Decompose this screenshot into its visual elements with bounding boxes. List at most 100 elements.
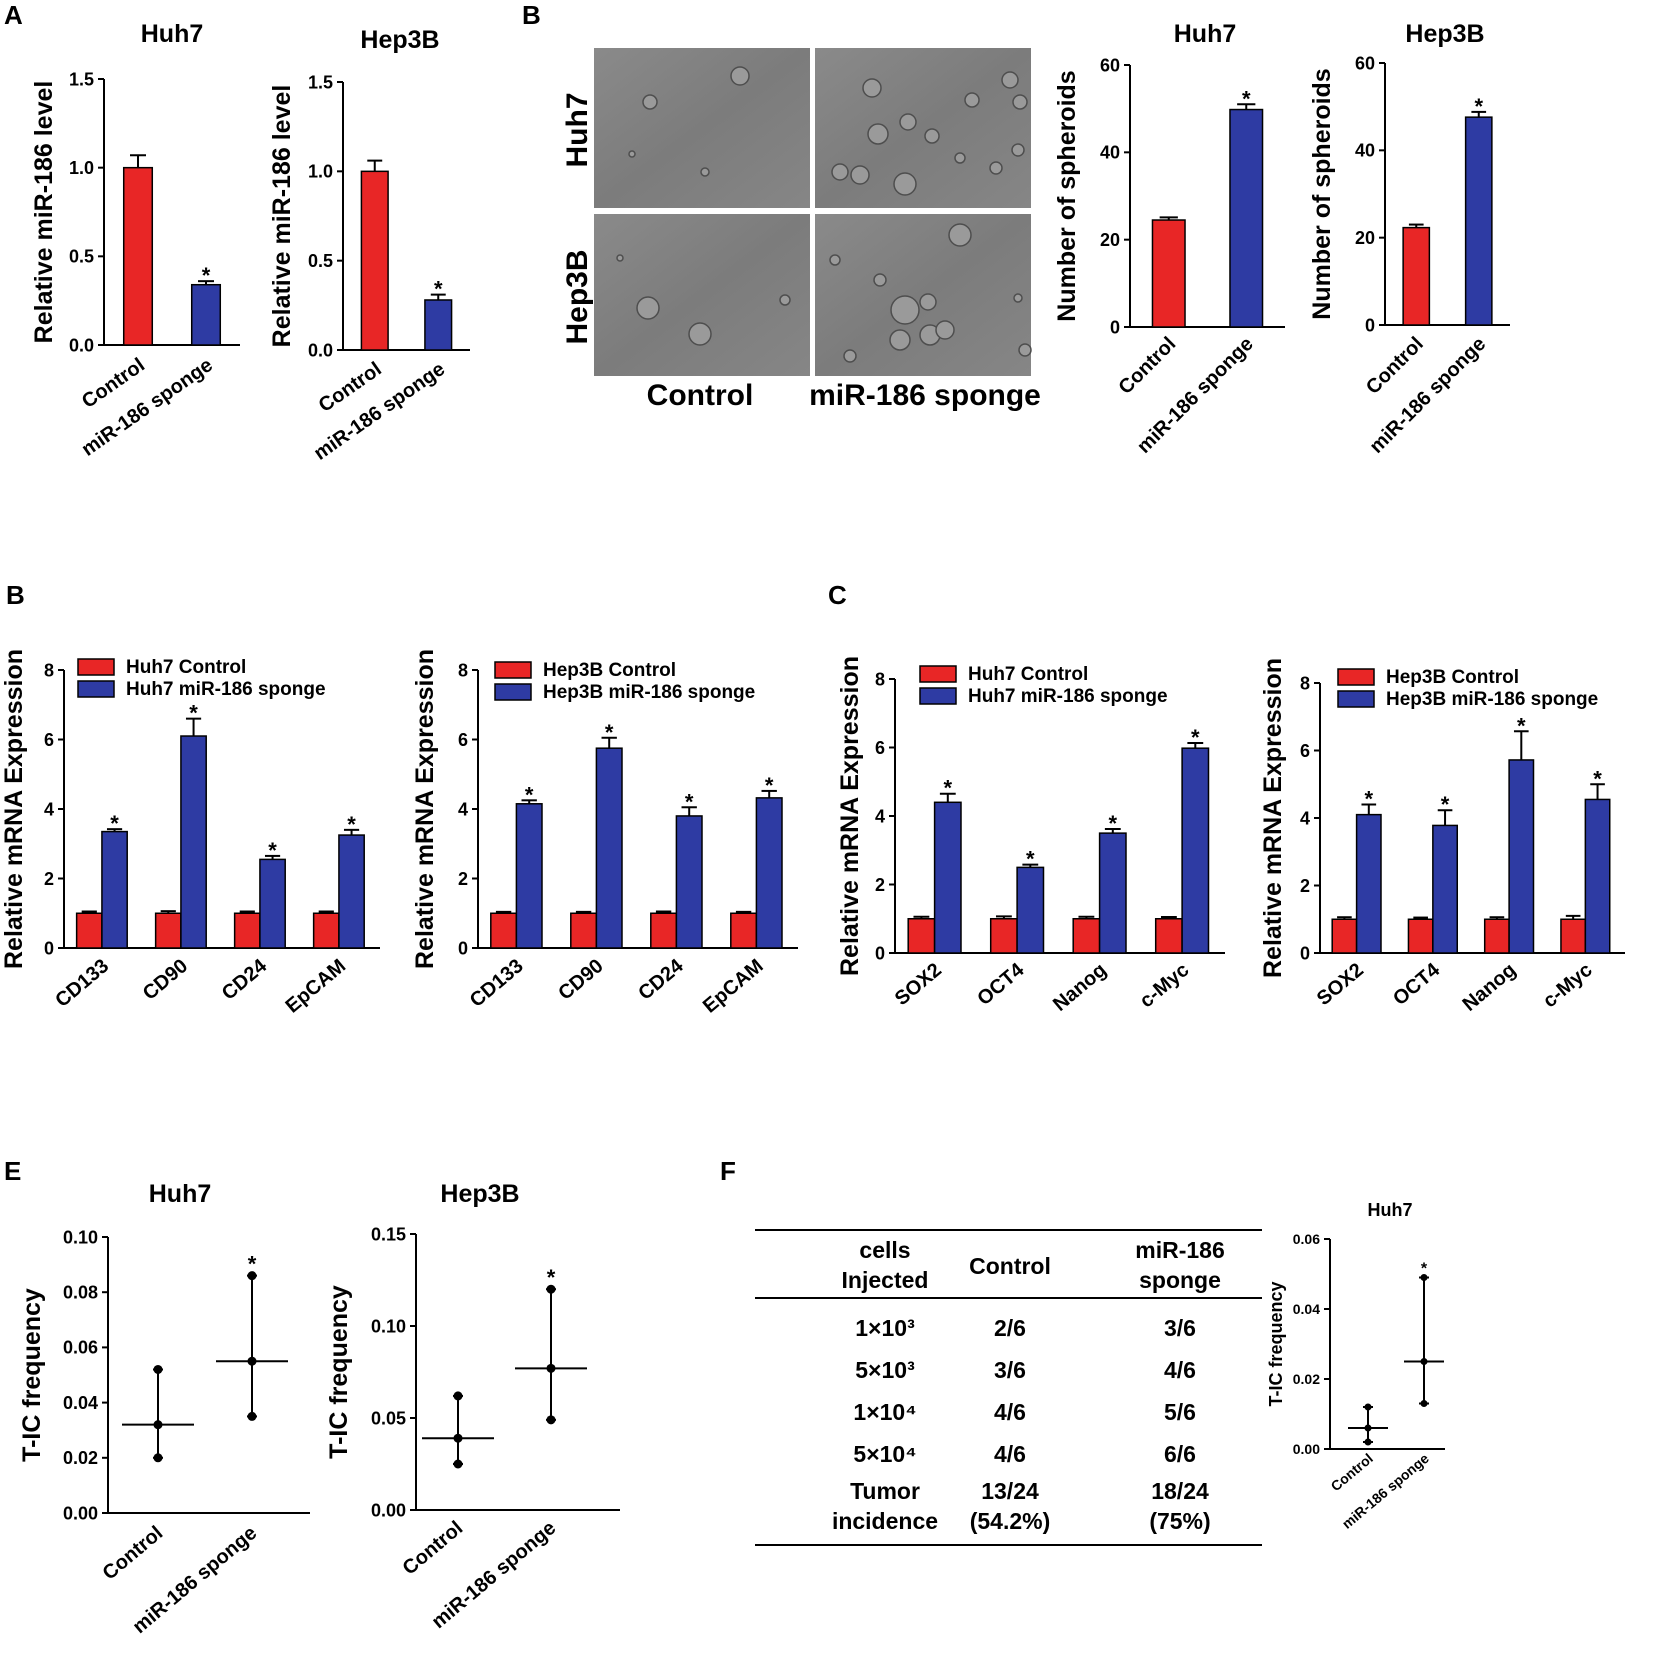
bar xyxy=(122,166,154,346)
micrograph-hep3b-control xyxy=(594,214,810,376)
legend-label: Hep3B miR-186 sponge xyxy=(543,682,755,703)
spheroid-cell xyxy=(964,92,980,108)
bar xyxy=(180,735,207,949)
legend-label: Hep3B Control xyxy=(1386,667,1519,688)
micrograph-col-label-control: Control xyxy=(647,379,754,412)
significance-star: * xyxy=(1191,725,1200,750)
bar xyxy=(75,912,103,949)
bar xyxy=(595,747,623,949)
legend-label: Hep3B miR-186 sponge xyxy=(1386,689,1598,710)
x-tick-label: EpCAM xyxy=(282,955,351,1018)
spheroid-cells xyxy=(616,66,1032,363)
y-tick-label: 0.08 xyxy=(63,1283,98,1303)
x-tick-label: Control xyxy=(1114,333,1180,399)
spheroid-cell xyxy=(948,223,972,247)
table-cell: 2/6 xyxy=(994,1315,1026,1341)
x-tick-label: EpCAM xyxy=(699,955,768,1018)
spheroid-cell xyxy=(1013,293,1023,303)
x-tick-label: OCT4 xyxy=(1389,958,1445,1010)
chart-e1: 0.00 0.02 0.04 0.06 0.08 0.10 T-IC frequency Hu… xyxy=(18,1180,310,1638)
y-tick-label: 0.00 xyxy=(63,1503,98,1523)
significance-star: * xyxy=(248,1252,257,1277)
data-point xyxy=(247,1356,257,1366)
bar xyxy=(730,912,758,949)
y-tick-label: 4 xyxy=(875,806,885,826)
table-cell: 4/6 xyxy=(1164,1357,1196,1383)
significance-star: * xyxy=(685,789,694,814)
spheroid-cell xyxy=(989,161,1003,175)
data-point xyxy=(546,1415,556,1425)
x-tick-label: CD24 xyxy=(634,954,688,1004)
spheroid-cell xyxy=(1011,143,1025,157)
data-point xyxy=(153,1364,163,1374)
significance-star: * xyxy=(110,811,119,836)
y-tick-label: 0.15 xyxy=(371,1224,406,1244)
bar xyxy=(1464,116,1493,326)
y-tick-label: 2 xyxy=(458,869,468,889)
bar xyxy=(1508,759,1535,954)
x-tick-label: miR-186 sponge xyxy=(1365,333,1490,458)
significance-star: * xyxy=(1517,713,1526,738)
y-tick-label: 0.0 xyxy=(69,335,94,355)
table-cell: 5×10⁴ xyxy=(853,1441,916,1467)
significance-star: * xyxy=(1026,847,1035,872)
x-tick-label: Control xyxy=(99,1522,168,1585)
significance-star: * xyxy=(1441,792,1450,817)
bar xyxy=(1483,918,1510,954)
y-tick-label: 0.10 xyxy=(63,1227,98,1247)
significance-star: * xyxy=(1109,811,1118,836)
data-point xyxy=(153,1453,163,1463)
tumor-incidence-table: cells Injected Control miR-186 sponge 1×10³ 2/… xyxy=(755,1229,1262,1546)
y-tick-label: 6 xyxy=(458,730,468,750)
spheroid-cell xyxy=(831,163,849,181)
significance-star: * xyxy=(1593,766,1602,791)
y-tick-label: 0 xyxy=(1110,317,1120,337)
y-tick-label: 4 xyxy=(458,799,468,819)
y-axis-label: T-IC frequency xyxy=(18,1288,46,1462)
bar xyxy=(1355,813,1382,954)
spheroid-cell xyxy=(688,322,712,346)
y-tick-label: 0.10 xyxy=(371,1316,406,1336)
y-tick-label: 0.00 xyxy=(1293,1441,1320,1457)
bar xyxy=(1181,747,1210,954)
spheroid-cell xyxy=(779,294,791,306)
y-axis-label: Relative mRNA Expression xyxy=(411,649,439,969)
x-tick-label: Control xyxy=(1328,1450,1376,1494)
data-point xyxy=(247,1271,257,1281)
bar xyxy=(312,912,340,949)
x-tick-label: SOX2 xyxy=(1313,959,1368,1010)
table-cell: 3/6 xyxy=(1164,1315,1196,1341)
bar xyxy=(1016,866,1045,954)
y-tick-label: 40 xyxy=(1100,143,1120,163)
y-tick-label: 0 xyxy=(875,943,885,963)
y-tick-label: 1.0 xyxy=(69,158,94,178)
micrograph-row-label-hep3b: Hep3B xyxy=(561,249,594,344)
bar xyxy=(1560,918,1587,954)
data-point xyxy=(1364,1403,1372,1411)
spheroid-cell xyxy=(867,123,889,145)
y-tick-label: 2 xyxy=(44,869,54,889)
bar xyxy=(1151,219,1186,328)
data-point xyxy=(1364,1424,1372,1432)
y-tick-label: 0.06 xyxy=(63,1338,98,1358)
spheroid-cell xyxy=(889,329,911,351)
x-tick-label: CD133 xyxy=(466,955,528,1012)
legend-label: Huh7 miR-186 sponge xyxy=(126,679,326,700)
significance-star: * xyxy=(944,776,953,801)
y-tick-label: 1.5 xyxy=(308,72,333,92)
significance-star: * xyxy=(1242,86,1251,111)
micrograph-huh7-control xyxy=(594,48,810,208)
bar xyxy=(570,912,598,949)
y-axis-label: T-IC frequency xyxy=(325,1285,353,1459)
spheroid-cell xyxy=(829,254,841,266)
legend-swatch xyxy=(919,665,957,683)
data-point xyxy=(453,1459,463,1469)
y-axis-label: Relative mRNA Expression xyxy=(1259,658,1287,978)
x-tick-label: OCT4 xyxy=(973,958,1029,1010)
significance-star: * xyxy=(547,1265,556,1290)
table-cell: 18/24 (75%) xyxy=(1149,1478,1210,1534)
y-axis-label: Relative miR-186 level xyxy=(30,81,58,344)
x-tick-label: Nanog xyxy=(1049,959,1111,1016)
